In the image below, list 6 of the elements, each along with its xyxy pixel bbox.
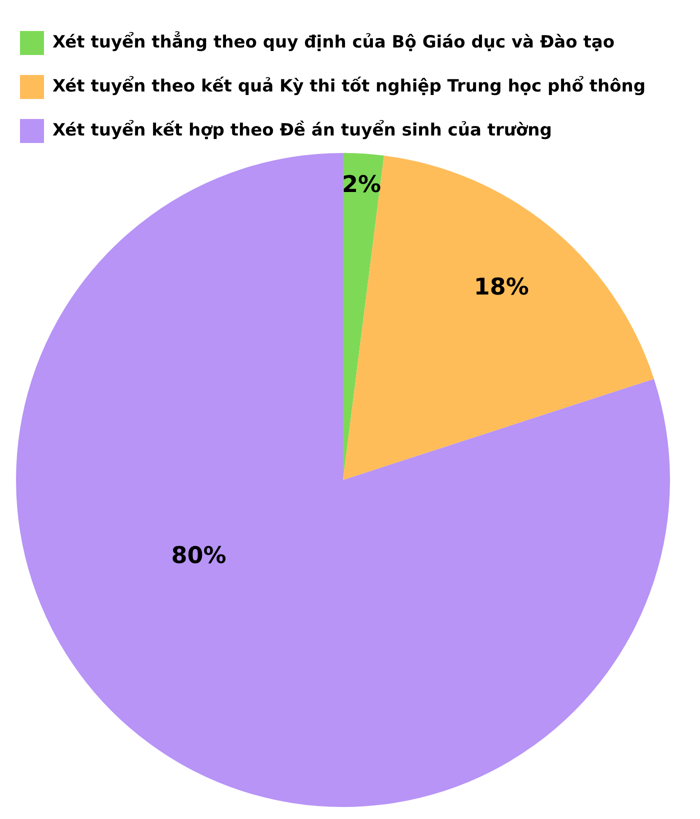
legend-label: Xét tuyển kết hợp theo Đề án tuyển sinh của trường [52,119,552,140]
data-label: 2% [342,172,382,198]
data-label: 80% [171,542,226,569]
legend-label: Xét tuyển theo kết quả Kỳ thi tốt nghiệp Trung học phổ thông [52,75,646,96]
legend-label: Xét tuyển thẳng theo quy định của Bộ Giáo dục và Đào tạo [52,30,615,52]
data-label: 18% [474,274,529,300]
